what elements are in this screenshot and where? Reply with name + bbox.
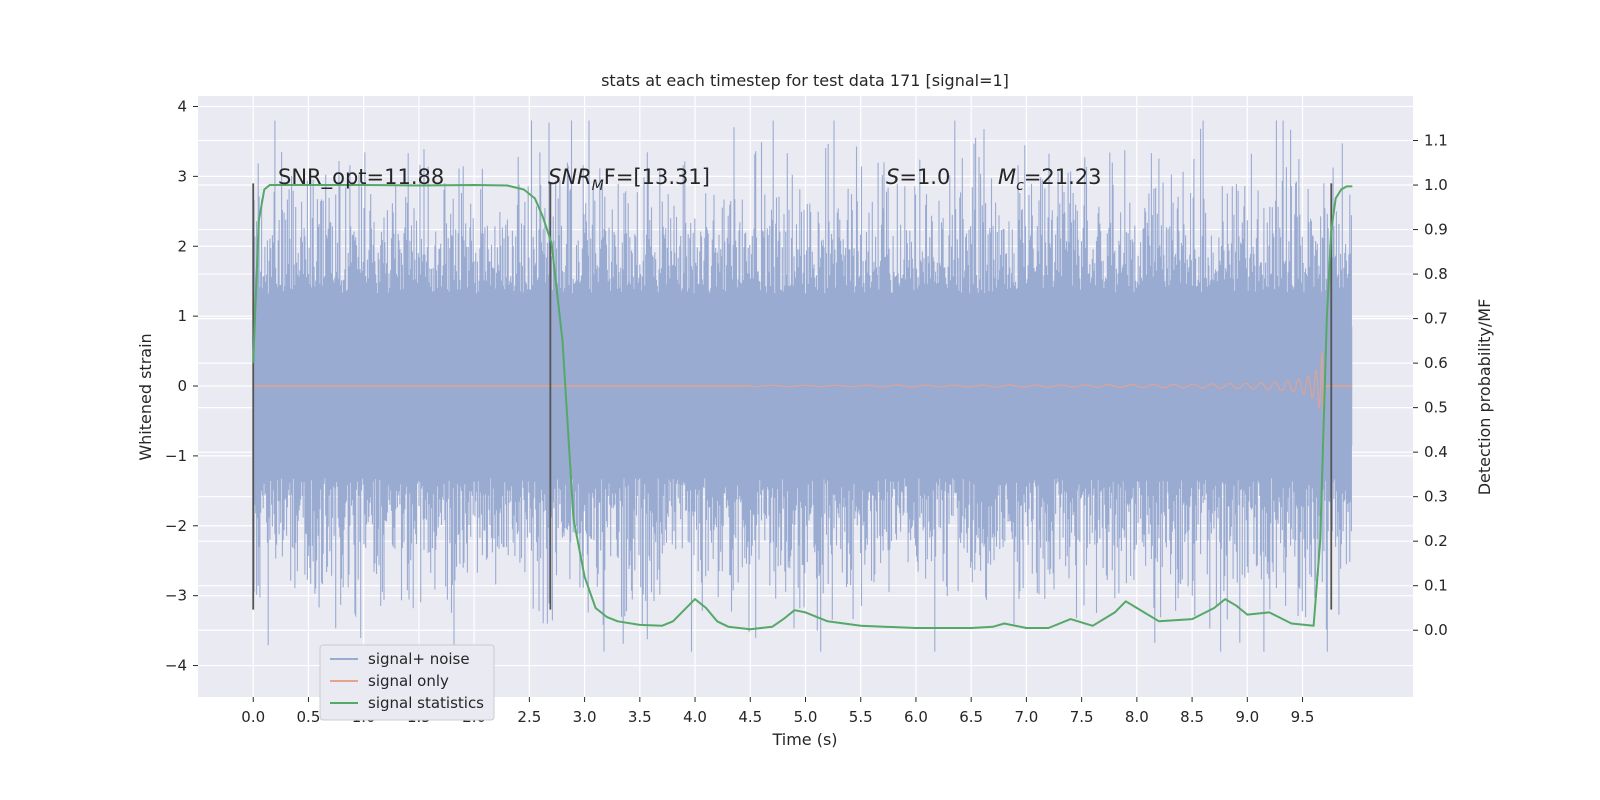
y-tick-label: −1 xyxy=(165,447,187,465)
annotation-mc: Mc=21.23 xyxy=(998,165,1102,194)
y2-tick-label: 0.7 xyxy=(1424,310,1448,328)
x-tick-label: 5.5 xyxy=(849,708,873,726)
annotation-snr-mf-main: SNR xyxy=(548,165,592,189)
y-tick-label: 4 xyxy=(177,97,187,115)
annotation-mc-sub: c xyxy=(1016,178,1024,194)
x-tick-label: 3.5 xyxy=(628,708,652,726)
y2-tick-label: 0.9 xyxy=(1424,221,1448,239)
annotation-s: S=1.0 xyxy=(886,165,950,189)
series-signal-statistics xyxy=(252,184,1353,631)
x-tick-label: 0.0 xyxy=(241,708,265,726)
x-tick-label: 5.0 xyxy=(794,708,818,726)
x-tick-label: 0.5 xyxy=(297,708,321,726)
legend-box xyxy=(319,644,495,721)
annotation-s-main: S xyxy=(886,165,899,189)
chart-title: stats at each timestep for test data 171… xyxy=(601,71,1009,90)
x-tick-label: 7.0 xyxy=(1014,708,1038,726)
y-tick-label: 0 xyxy=(177,377,187,395)
x-tick-label: 9.5 xyxy=(1291,708,1315,726)
annotation-s-rest: =1.0 xyxy=(899,165,950,189)
y2-tick-label: 0.5 xyxy=(1424,399,1448,417)
legend: signal+ noise signal only signal statist… xyxy=(319,644,495,721)
x-tick-label: 4.0 xyxy=(683,708,707,726)
y2-tick-label: 1.0 xyxy=(1424,176,1448,194)
x-tick-label: 8.5 xyxy=(1180,708,1204,726)
annotation-snr-mf: SNRMF=[13.31] xyxy=(548,165,710,194)
x-axis-label: Time (s) xyxy=(771,730,837,749)
statistics-line xyxy=(252,184,1353,631)
y2-tick-label: 0.8 xyxy=(1424,265,1448,283)
y2-tick-label: 0.4 xyxy=(1424,443,1448,461)
y2-tick-label: 0.1 xyxy=(1424,577,1448,595)
x-tick-label: 6.5 xyxy=(959,708,983,726)
y-tick-label: 1 xyxy=(177,307,187,325)
legend-label-signal-noise: signal+ noise xyxy=(368,650,470,668)
y-axis-label: Whitened strain xyxy=(136,333,155,460)
y2-tick-label: 0.2 xyxy=(1424,532,1448,550)
y2-tick-label: 0.3 xyxy=(1424,488,1448,506)
y2-tick-label: 0.6 xyxy=(1424,354,1448,372)
annotation-mc-main: M xyxy=(998,165,1016,189)
y2-tick-label: 1.1 xyxy=(1424,132,1448,150)
y-tick-label: −3 xyxy=(165,587,187,605)
vertical-markers xyxy=(252,183,1333,610)
annotation-mc-rest: =21.23 xyxy=(1024,165,1102,189)
x-tick-label: 9.0 xyxy=(1235,708,1259,726)
x-tick-label: 3.0 xyxy=(573,708,597,726)
annotation-snr-mf-rest: F=[13.31] xyxy=(604,165,710,189)
y2-axis-ticks: 0.0 0.1 0.2 0.3 0.4 0.5 0.6 0.7 0.8 0.9 1.0 1.1 xyxy=(1413,132,1448,639)
y-tick-label: −4 xyxy=(165,657,187,675)
y2-tick-label: 0.0 xyxy=(1424,621,1448,639)
series-signal-only xyxy=(253,352,1353,449)
y2-axis-label: Detection probability/MF xyxy=(1475,299,1494,496)
y-tick-label: 3 xyxy=(177,167,187,185)
annotation-snr-mf-sub: M xyxy=(592,178,604,194)
y-tick-label: 2 xyxy=(177,237,187,255)
chirp-trace xyxy=(749,352,1325,449)
legend-label-signal-statistics: signal statistics xyxy=(368,694,484,712)
x-tick-label: 2.5 xyxy=(517,708,541,726)
y-tick-label: −2 xyxy=(165,517,187,535)
annotation-snr-opt: SNR_opt=11.88 xyxy=(278,165,444,190)
legend-label-signal-only: signal only xyxy=(368,672,449,690)
x-tick-label: 4.5 xyxy=(738,708,762,726)
x-tick-label: 8.0 xyxy=(1125,708,1149,726)
annotations: SNR_opt=11.88 SNRMF=[13.31] S=1.0 Mc=21.… xyxy=(278,165,1102,194)
x-tick-label: 6.0 xyxy=(904,708,928,726)
x-tick-label: 7.5 xyxy=(1070,708,1094,726)
y-axis-ticks: −4 −3 −2 −1 0 1 2 3 4 xyxy=(165,97,198,675)
x-axis-ticks: 0.00.51.01.52.02.53.03.54.04.55.05.56.06… xyxy=(241,697,1314,726)
